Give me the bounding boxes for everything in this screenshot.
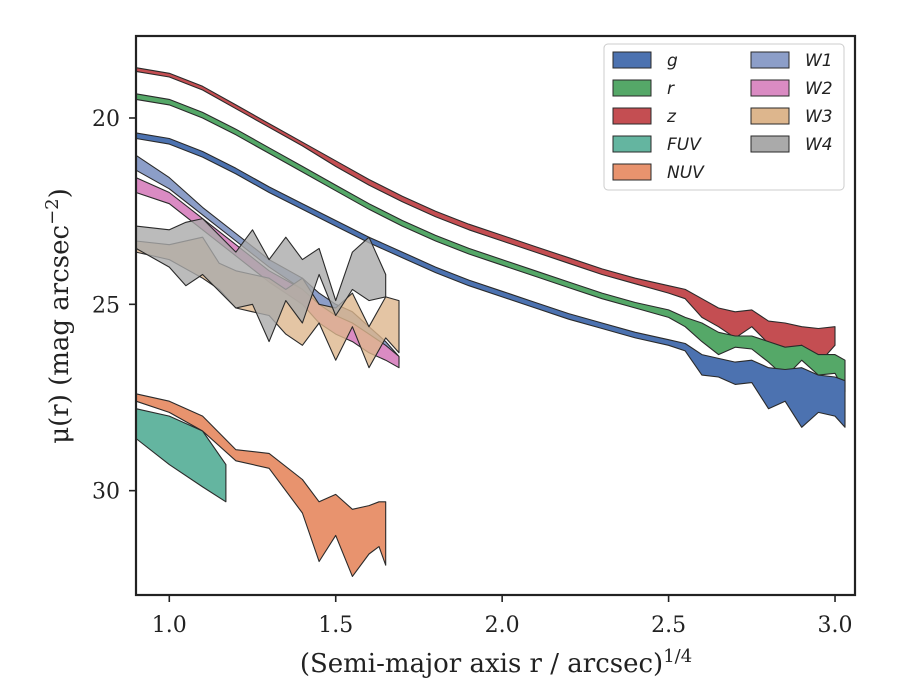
band-z xyxy=(135,67,836,365)
x-tick-label: 2.5 xyxy=(651,613,686,638)
legend-swatch-w2 xyxy=(750,79,790,97)
legend-label-nuv: NUV xyxy=(667,163,705,183)
legend-swatch-fuv xyxy=(612,135,652,153)
y-axis-label: μ(r) (mag arcsec−2) xyxy=(42,188,75,444)
y-tick-label: 20 xyxy=(92,107,120,132)
x-tick-label: 1.0 xyxy=(152,613,187,638)
band-fuv xyxy=(135,408,227,503)
legend-swatch-z xyxy=(612,107,652,125)
legend-swatch-w4 xyxy=(750,135,790,153)
y-tick-label: 25 xyxy=(92,293,120,318)
bands-layer xyxy=(135,67,846,577)
legend-swatch-r xyxy=(612,79,652,97)
x-tick-label: 3.0 xyxy=(818,613,853,638)
x-axis-label: (Semi-major axis r / arcsec)1/4 xyxy=(300,646,692,679)
band-nuv xyxy=(135,393,387,577)
band-g xyxy=(135,132,846,428)
legend-swatch-g xyxy=(612,51,652,69)
legend-label-r: r xyxy=(667,79,675,99)
plot-frame xyxy=(134,34,857,597)
legend-label-w3: W3 xyxy=(805,107,833,127)
x-tick-label: 1.5 xyxy=(318,613,353,638)
legend-label-fuv: FUV xyxy=(667,135,702,155)
legend-swatch-w3 xyxy=(750,107,790,125)
x-tick-label: 2.0 xyxy=(485,613,520,638)
legend-swatch-w1 xyxy=(750,51,790,69)
ticks-layer: 1.0 1.5 2.0 2.5 3.0 20 25 30 xyxy=(92,107,853,638)
legend: grz FUV NUV W1 W2 W3 W4 xyxy=(603,43,845,191)
legend-label-z: z xyxy=(666,107,677,127)
y-tick-label: 30 xyxy=(92,480,120,505)
legend-label-w4: W4 xyxy=(805,135,833,155)
band-w4 xyxy=(135,218,387,343)
legend-swatch-nuv xyxy=(612,163,652,181)
legend-label-w2: W2 xyxy=(805,79,833,99)
legend-label-w1: W1 xyxy=(805,51,833,71)
legend-label-g: g xyxy=(667,51,678,71)
